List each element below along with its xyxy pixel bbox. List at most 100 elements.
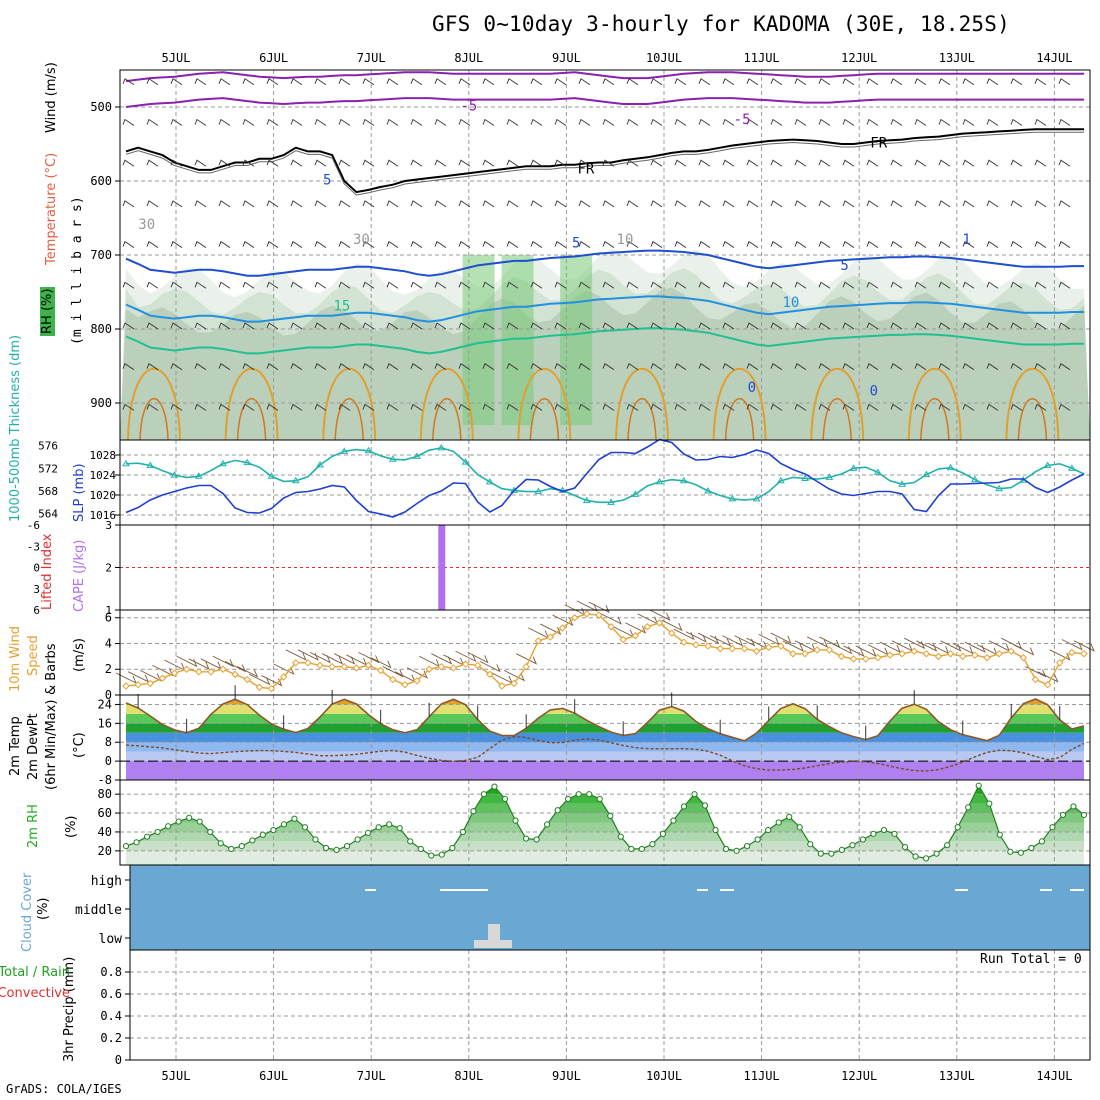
contour-label: 5	[572, 236, 580, 252]
wind-barb	[1010, 159, 1023, 167]
rh2m-point	[617, 833, 624, 840]
temp2m-tick-label: 0	[105, 754, 112, 768]
wind-barb	[626, 281, 639, 289]
wind-barb	[914, 322, 927, 330]
wind10m-barb	[212, 655, 234, 668]
wind10m-point	[158, 674, 167, 682]
wind10m-point	[704, 642, 712, 650]
wind-barb	[986, 159, 999, 167]
rh2m-tick-label: 60	[98, 806, 112, 820]
isotherm-plus25-lobe	[236, 398, 267, 441]
wind10m-point	[607, 623, 615, 631]
wind-barb	[482, 78, 495, 86]
wind-barb	[842, 159, 855, 167]
wind10m-barb	[528, 627, 550, 639]
rh2m-point	[291, 815, 298, 822]
wind-barb	[1010, 118, 1023, 126]
thickness-point	[437, 443, 446, 451]
wind-barb	[818, 200, 831, 208]
rh2m-point	[175, 818, 182, 825]
wind-barb	[554, 118, 567, 126]
wind-barb	[866, 281, 879, 289]
wind10m-barb	[188, 658, 210, 670]
wind-barb	[842, 240, 855, 248]
isotherm-plus20-lobe	[615, 367, 669, 441]
credit-text: GrADS: COLA/IGES	[6, 1082, 122, 1096]
thickness-tick-label: 572	[38, 462, 58, 475]
wind-barb	[554, 240, 567, 248]
wind-barb	[962, 240, 975, 248]
wind-barb	[170, 240, 183, 248]
thickness-point	[825, 473, 834, 480]
wind-barb	[506, 363, 519, 371]
wind10m-point	[946, 650, 955, 658]
wind10m-barb	[309, 651, 331, 664]
date-label-bottom: 12JUL	[841, 1069, 877, 1083]
wind10m-point	[655, 619, 664, 627]
wind10m-point	[134, 680, 142, 689]
wind-barb	[1058, 240, 1071, 248]
wind10m-barb	[224, 660, 247, 673]
wind10m-barb	[540, 623, 562, 635]
wind10m-point	[207, 668, 215, 676]
isotherm-plus25-lobe	[139, 398, 169, 441]
contour-label: 0	[870, 384, 878, 400]
rh2m-point	[870, 830, 877, 837]
precip-frame	[129, 949, 1091, 1061]
rh-color-band	[126, 794, 1084, 804]
wind-barb	[242, 240, 255, 248]
wind-barb	[218, 200, 231, 208]
wind-barb	[914, 200, 927, 208]
wind-barb	[914, 240, 927, 248]
wind10m-barb	[370, 657, 392, 669]
wind-barb	[386, 118, 399, 126]
isotherm-plus25-lobe	[432, 398, 462, 441]
rh-color-band	[126, 785, 1084, 795]
slp-axis-label: SLP (mb)	[72, 463, 87, 522]
wind-barb	[866, 240, 879, 248]
thickness-point	[607, 498, 615, 505]
wind-barb	[122, 159, 135, 167]
thickness-point	[146, 461, 155, 468]
wind-barb	[530, 78, 543, 86]
wind-barb	[290, 363, 303, 371]
wind-barb	[146, 240, 159, 248]
wind-barb	[866, 403, 879, 411]
wind-barb	[530, 403, 543, 411]
thickness-point	[122, 459, 130, 467]
upper-air-tick-label: 600	[90, 174, 112, 188]
date-label-top: 14JUL	[1036, 51, 1072, 65]
wind-barb	[602, 322, 615, 330]
wind-barb	[842, 281, 855, 289]
wind-barb	[698, 363, 711, 371]
wind10m-barb	[649, 609, 671, 621]
rh2m-point	[396, 825, 403, 832]
wind-barb	[722, 363, 735, 371]
thickness-point	[291, 476, 300, 484]
wind-barb	[434, 363, 447, 371]
date-label-bottom: 8JUL	[454, 1069, 483, 1083]
wind-barb	[746, 78, 759, 86]
wind-barb	[866, 118, 879, 126]
wind10m-point	[716, 644, 724, 653]
wind-barb	[194, 363, 207, 371]
rh2m-point	[596, 795, 603, 802]
wind-barb	[770, 322, 783, 330]
wind-barb	[362, 322, 375, 330]
rh2m-point	[354, 836, 361, 843]
wind-barb	[506, 118, 519, 126]
wind-barb	[890, 159, 903, 167]
rh2m-point	[407, 838, 414, 845]
wind-barb	[602, 403, 615, 411]
date-label-bottom: 6JUL	[259, 1069, 288, 1083]
wind10m-barb	[794, 640, 816, 652]
wind-barb	[674, 240, 687, 248]
wind-barb	[650, 403, 663, 411]
wind-barb	[146, 403, 159, 411]
wind-barb	[170, 159, 183, 167]
rh2m-point	[691, 791, 698, 798]
wind10m-point	[352, 664, 361, 672]
wind-barb	[914, 159, 927, 167]
wind-barb	[362, 118, 375, 126]
rh2m-point	[565, 795, 572, 802]
